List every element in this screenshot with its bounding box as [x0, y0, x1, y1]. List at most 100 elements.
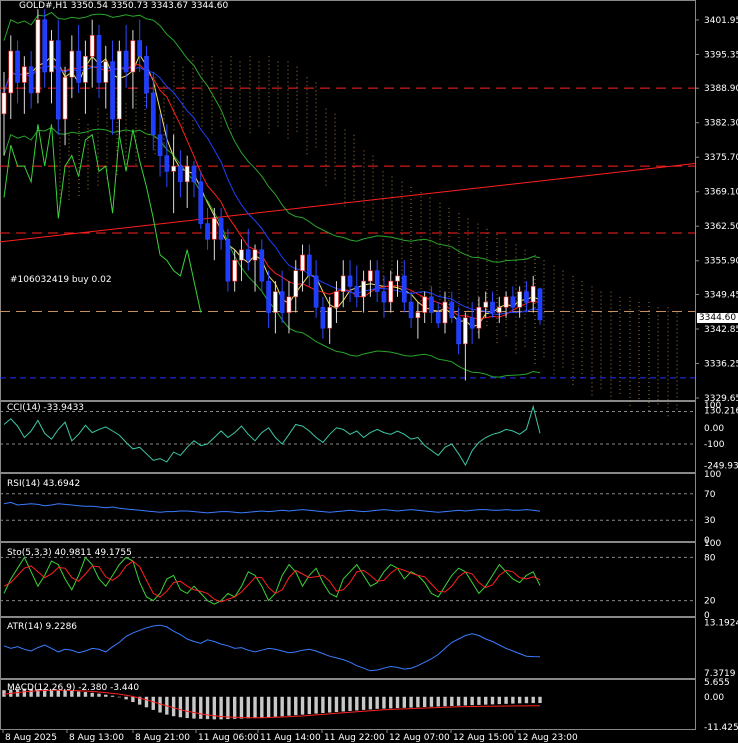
sto-caption: Sto(5,3,3) 40.9811 49.1755 [7, 548, 132, 558]
time-axis-label-0: 8 Aug 2025 [5, 733, 57, 743]
candle-body [530, 286, 536, 303]
candle-body [130, 40, 136, 73]
cci-line [3, 404, 541, 467]
candle-body [35, 19, 41, 94]
candle-body [184, 165, 190, 183]
candle-body [293, 270, 299, 298]
sto-axis-label-1: 80 [704, 553, 716, 563]
cci-axis-label-4: -249.9343 [704, 461, 738, 471]
pane-frame-3 [0, 542, 696, 617]
cci-caption: CCI(14) -33.9433 [7, 403, 85, 413]
candle-body [252, 249, 258, 261]
price-axis-label-3: 3382.30 [704, 119, 738, 129]
candle-body [15, 50, 20, 83]
ma-slow-line [3, 64, 541, 315]
atr-line [3, 624, 541, 672]
candle-body [273, 291, 278, 313]
candle-body [476, 306, 482, 329]
price-axis-label-1: 3395.35 [704, 50, 738, 60]
candle-body [422, 296, 427, 313]
macd-signal-line [3, 689, 540, 719]
candle-body [286, 296, 292, 313]
time-axis-label-2: 8 Aug 21:00 [135, 733, 190, 743]
lagging-span-line [3, 124, 202, 313]
candle-body [164, 155, 170, 172]
candle-body [306, 254, 312, 277]
candle-body [49, 40, 54, 73]
candle-body [442, 301, 448, 324]
rsi-line [3, 501, 541, 514]
current-price-tag: 3344.60 [697, 313, 738, 323]
candle-body [374, 270, 380, 292]
candle-body [89, 35, 95, 57]
rsi-caption: RSI(14) 43.6942 [7, 479, 81, 489]
candle-body [354, 286, 360, 298]
candle-body [150, 92, 156, 136]
macd-axis-label-0: 5.655 [704, 678, 730, 688]
candle-body [435, 312, 441, 324]
sto-axis-label-3: 0 [704, 611, 710, 621]
candle-body [22, 66, 27, 83]
candle-body [83, 55, 88, 83]
macd-axis-label-1: 0.00 [704, 693, 724, 703]
time-axis-label-8: 12 Aug 23:00 [517, 733, 578, 743]
candle-body [408, 301, 414, 319]
candle-body [8, 50, 14, 94]
candle-body [55, 40, 61, 120]
candle-body [69, 50, 75, 78]
time-axis-label-6: 12 Aug 07:00 [389, 733, 450, 743]
candle-body [334, 291, 339, 308]
pane-frame-5 [0, 679, 696, 730]
atr-axis-label-1: 7.3719 [704, 669, 736, 679]
candle-body [381, 291, 387, 303]
candle-body [205, 223, 210, 240]
candle-body [361, 280, 366, 298]
candle-body [483, 301, 489, 308]
candle-body [496, 306, 502, 313]
order-label: #106032419 buy 0.02 [10, 275, 112, 285]
candle-body [429, 296, 434, 313]
candle-body [327, 306, 333, 329]
candle-body [245, 249, 251, 261]
candle-body [490, 301, 495, 313]
sto-axis-label-0: 100 [704, 539, 721, 549]
sto-axis-label-2: 20 [704, 597, 716, 607]
price-axis-label-9: 3342.85 [704, 325, 738, 335]
candle-body [42, 19, 48, 73]
candle-body [266, 280, 271, 313]
candle-body [191, 165, 197, 183]
candle-body [157, 134, 163, 156]
cci-axis-label-1: 130.2166 [704, 407, 738, 417]
candle-body [211, 218, 217, 240]
time-axis-label-3: 11 Aug 06:00 [198, 733, 259, 743]
candle-body [144, 55, 149, 94]
cci-axis-label-2: 0.00 [704, 424, 724, 434]
candle-body [456, 317, 461, 345]
candle-body [517, 291, 522, 308]
candle-body [395, 275, 400, 282]
macd-axis-label-2: -11.425 [704, 723, 738, 733]
candle-body [239, 249, 244, 261]
candle-body [449, 301, 455, 319]
candle-body [198, 181, 204, 224]
price-axis-label-10: 3336.25 [704, 359, 738, 369]
candle-body [117, 50, 122, 120]
pane-frame-1 [0, 401, 696, 473]
price-axis-label-0: 3401.95 [704, 16, 738, 26]
rsi-axis-label-2: 30 [704, 516, 716, 526]
candle-body [259, 249, 265, 282]
time-axis-label-5: 11 Aug 22:00 [324, 733, 385, 743]
candle-body [28, 66, 34, 94]
candle-body [503, 296, 509, 308]
band-lower-line [3, 126, 541, 378]
candle-body [279, 291, 285, 313]
pane-frame-4 [0, 617, 696, 679]
symbol-caption: GOLD#,H1 3350.54 3350.73 3343.67 3344.60 [19, 1, 229, 11]
candle-body [232, 259, 238, 282]
price-axis-label-6: 3362.50 [704, 222, 738, 232]
candle-body [96, 35, 102, 83]
candle-body [103, 61, 109, 83]
candle-body [320, 306, 326, 329]
